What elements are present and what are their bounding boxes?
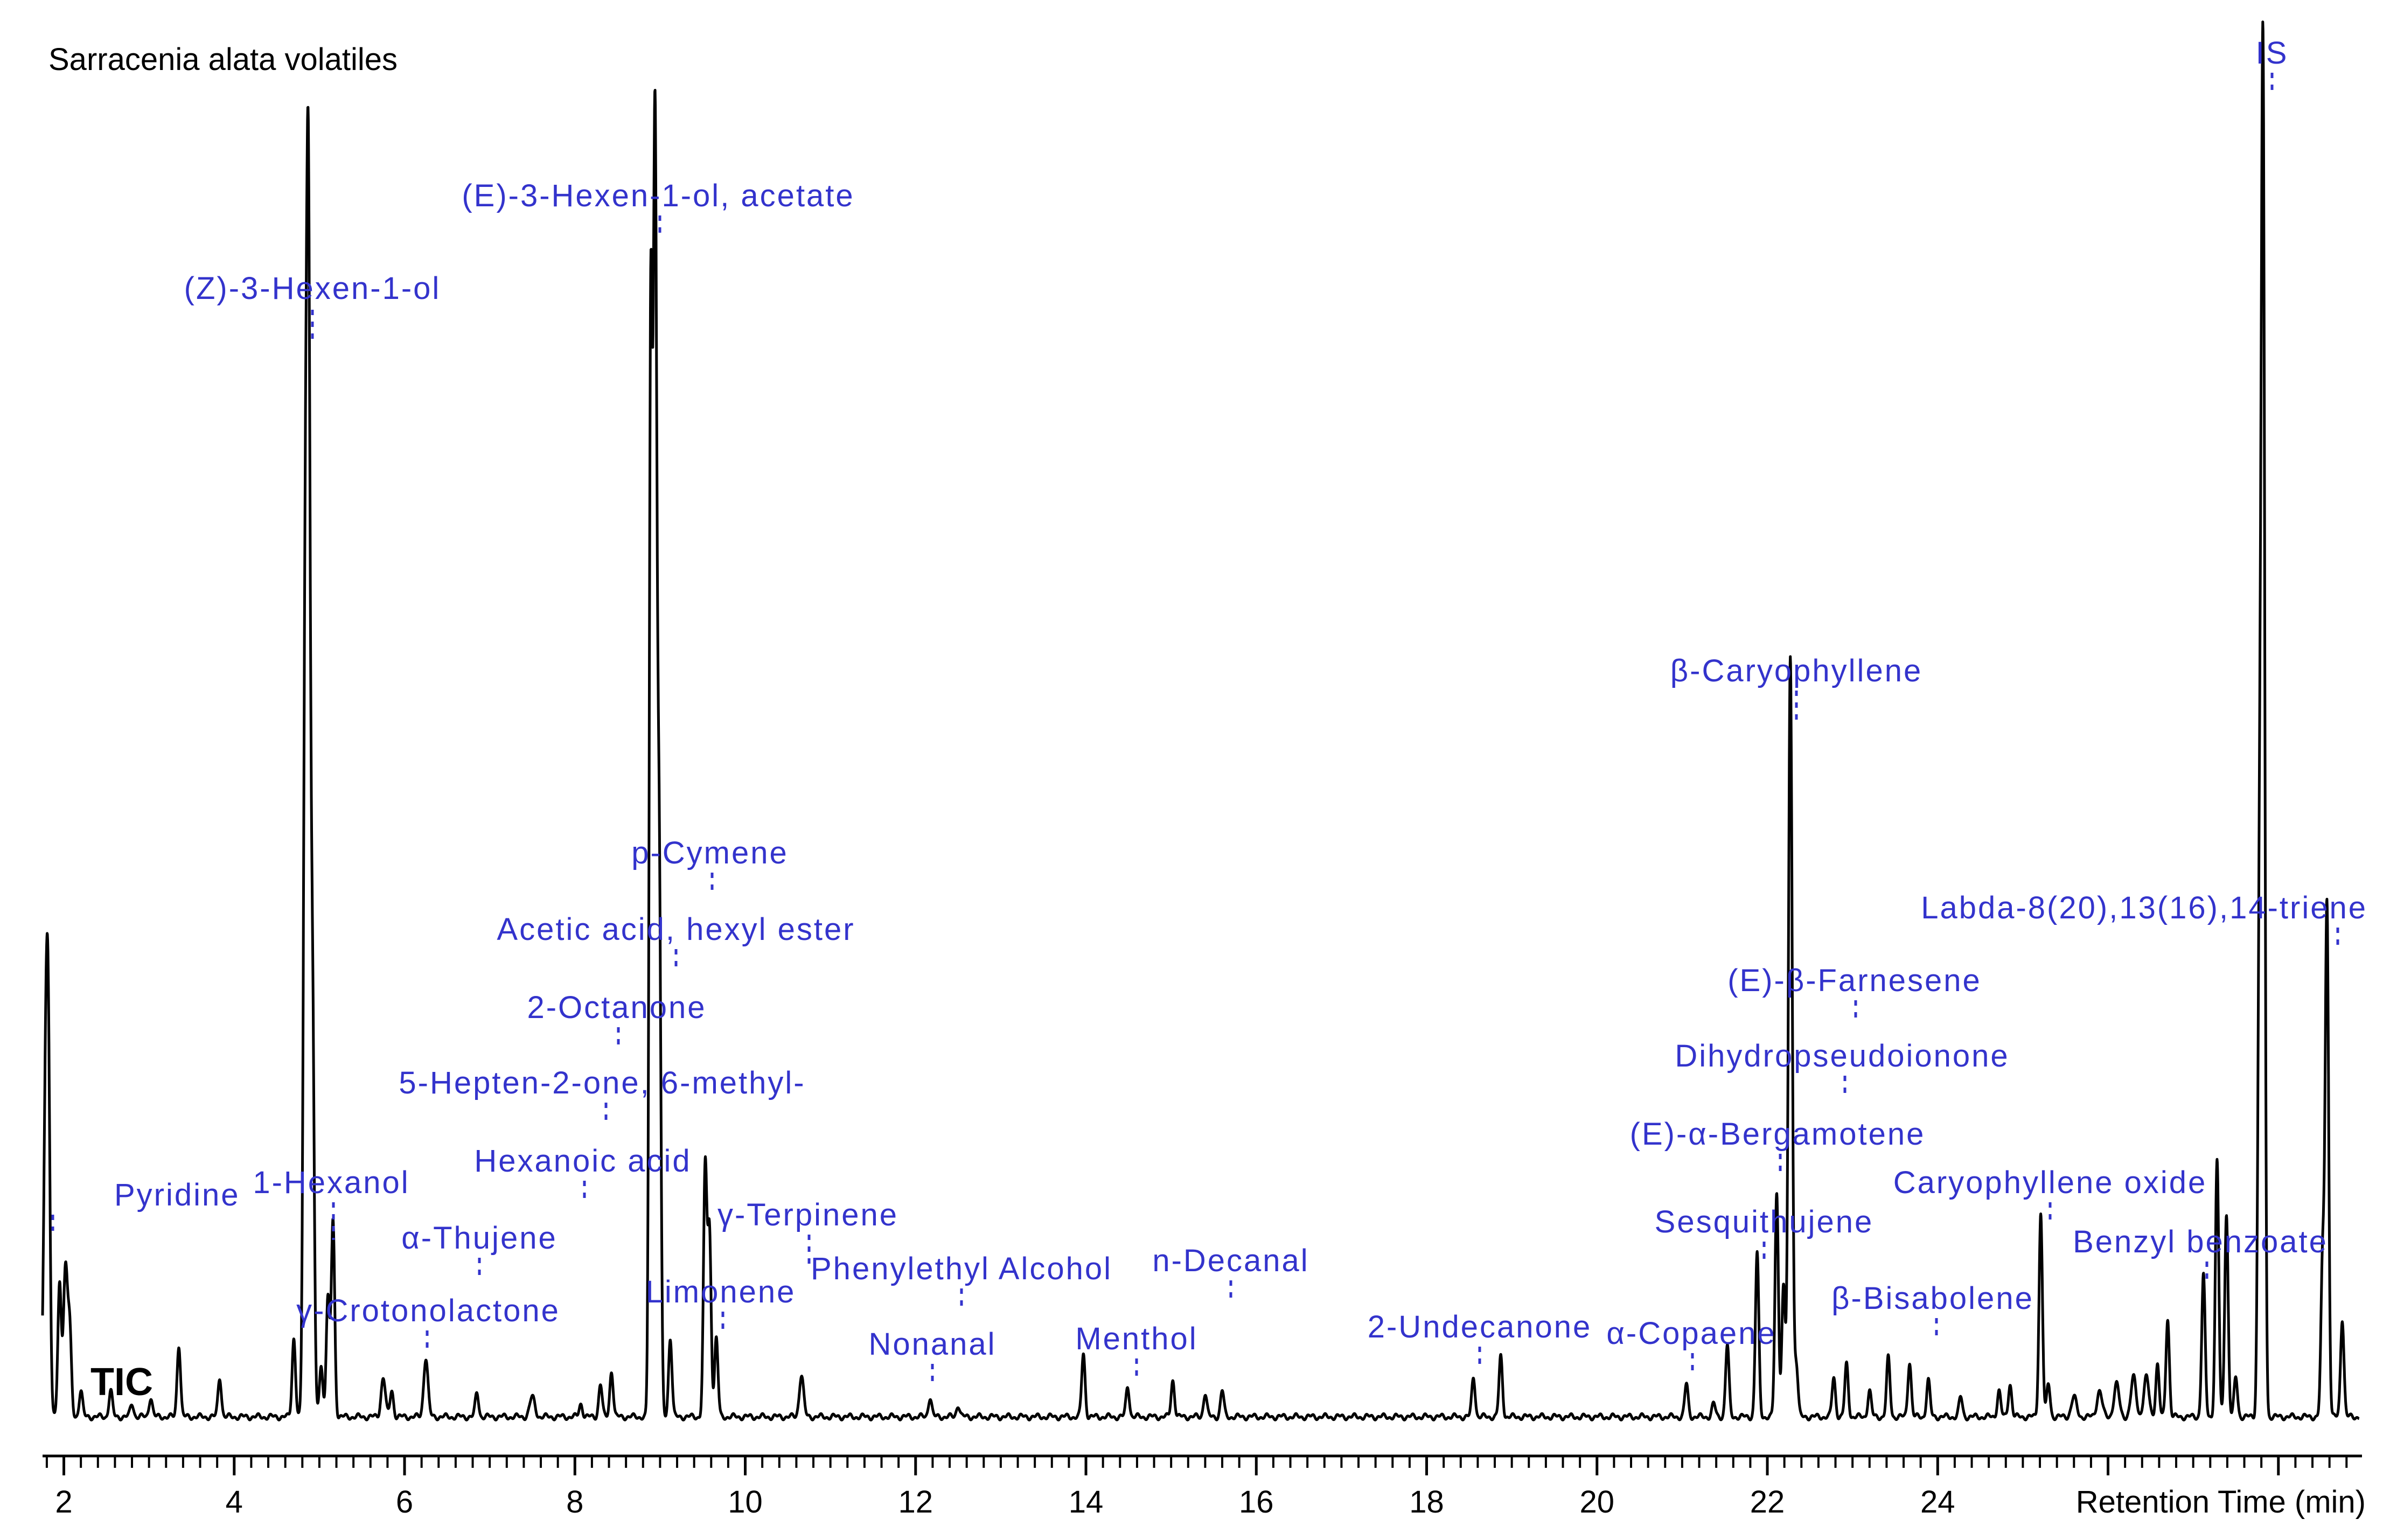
peak-label: Dihydropseudoionone: [1675, 1039, 2009, 1074]
peak-annotation: (E)-3-Hexen-1-ol, acetate: [462, 178, 854, 237]
x-tick-label: 6: [396, 1485, 413, 1520]
peak-label: β-Bisabolene: [1831, 1281, 2034, 1316]
peak-label: 2-Octanone: [527, 990, 706, 1025]
peak-annotation: Menthol: [1075, 1321, 1197, 1380]
peak-label: α-Copaene: [1606, 1316, 1776, 1351]
peak-annotation: Caryophyllene oxide: [1893, 1165, 2207, 1224]
peak-label: n-Decanal: [1152, 1243, 1309, 1278]
peak-label: Sesquithujene: [1655, 1204, 1874, 1239]
peak-annotation: 2-Octanone: [527, 990, 706, 1049]
x-axis: 2 4 6 8 10 12 14 16 18 20 22 24: [43, 1454, 2362, 1520]
peak-label: β-Caryophyllene: [1670, 653, 1922, 688]
peak-annotation: Hexanoic acid: [474, 1144, 691, 1202]
peak-annotation: Sesquithujene: [1655, 1204, 1874, 1263]
peak-annotation: (E)-α-Bergamotene: [1630, 1117, 1926, 1175]
peak-annotation: β-Caryophyllene: [1670, 653, 1922, 723]
peak-annotation: Nonanal: [868, 1327, 996, 1385]
x-tick-label: 2: [55, 1485, 72, 1520]
peak-label: 1-Hexanol: [253, 1165, 409, 1200]
peak-label: 2-Undecanone: [1368, 1309, 1592, 1344]
x-tick-label: 16: [1239, 1485, 1274, 1520]
peak-label: (E)-β-Farnesene: [1727, 963, 1982, 998]
peak-label: IS: [2256, 36, 2289, 71]
peak-label: Phenylethyl Alcohol: [811, 1251, 1112, 1286]
x-axis-title: Retention Time (min): [2076, 1485, 2366, 1520]
peak-annotation: Limonene: [646, 1274, 796, 1333]
peak-label: Limonene: [646, 1274, 796, 1309]
peak-annotation: p-Cymene: [631, 835, 789, 894]
x-tick-label: 22: [1750, 1485, 1785, 1520]
peak-annotation: Acetic acid, hexyl ester: [497, 912, 855, 971]
x-tick-label: 4: [226, 1485, 243, 1520]
trace-label: TIC: [90, 1361, 153, 1404]
peak-label: α-Thujene: [401, 1221, 557, 1256]
peak-annotation: γ-Terpinene: [717, 1197, 898, 1267]
x-tick-label: 12: [898, 1485, 933, 1520]
peak-annotation: n-Decanal: [1152, 1243, 1309, 1302]
peak-label: γ-Crotonolactone: [296, 1293, 560, 1328]
x-tick-label: 10: [728, 1485, 763, 1520]
peak-label: p-Cymene: [631, 835, 789, 870]
peak-annotation: Pyridine: [51, 1177, 240, 1231]
peak-label: Benzyl benzoate: [2073, 1224, 2328, 1259]
x-tick-label: 20: [1580, 1485, 1615, 1520]
peak-label: (E)-α-Bergamotene: [1630, 1117, 1926, 1152]
peak-label: 5-Hepten-2-one, 6-methyl-: [399, 1065, 805, 1100]
peak-label: Nonanal: [868, 1327, 996, 1362]
peak-label: (E)-3-Hexen-1-ol, acetate: [462, 178, 854, 213]
x-tick-label: 24: [1920, 1485, 1955, 1520]
peak-annotation: γ-Crotonolactone: [296, 1293, 560, 1352]
peak-label: γ-Terpinene: [717, 1197, 898, 1232]
x-tick-label: 18: [1409, 1485, 1444, 1520]
peak-label: Pyridine: [114, 1177, 240, 1213]
peak-annotation: IS: [2256, 36, 2289, 94]
peak-label: (Z)-3-Hexen-1-ol: [184, 271, 441, 306]
peak-label: Menthol: [1075, 1321, 1197, 1356]
peak-annotation: Benzyl benzoate: [2073, 1224, 2328, 1283]
peak-annotation: 1-Hexanol: [253, 1165, 409, 1240]
peak-annotation: β-Bisabolene: [1831, 1281, 2034, 1340]
peak-annotations: Pyridine 1-Hexanol (Z)-3-Hexen-1-ol γ-Croto…: [51, 36, 2367, 1385]
peak-annotation: (E)-β-Farnesene: [1727, 963, 1982, 1022]
peak-label: Caryophyllene oxide: [1893, 1165, 2207, 1200]
peak-annotation: 5-Hepten-2-one, 6-methyl-: [399, 1065, 805, 1124]
peak-label: Labda-8(20),13(16),14-triene: [1921, 890, 2367, 925]
peak-annotation: Labda-8(20),13(16),14-triene: [1921, 890, 2367, 949]
peak-annotation: Dihydropseudoionone: [1675, 1039, 2009, 1097]
peak-annotation: α-Thujene: [401, 1221, 557, 1279]
peak-annotation: 2-Undecanone: [1368, 1309, 1592, 1368]
peak-label: Hexanoic acid: [474, 1144, 691, 1179]
peak-annotation: (Z)-3-Hexen-1-ol: [184, 271, 441, 339]
peak-annotation: α-Copaene: [1606, 1316, 1776, 1375]
x-tick-label: 8: [566, 1485, 583, 1520]
peak-label: Acetic acid, hexyl ester: [497, 912, 855, 947]
chart-title: Sarracenia alata volatiles: [48, 42, 398, 77]
tic-trace: [41, 20, 2360, 1421]
x-tick-label: 14: [1069, 1485, 1104, 1520]
peak-annotation: Phenylethyl Alcohol: [811, 1251, 1112, 1310]
